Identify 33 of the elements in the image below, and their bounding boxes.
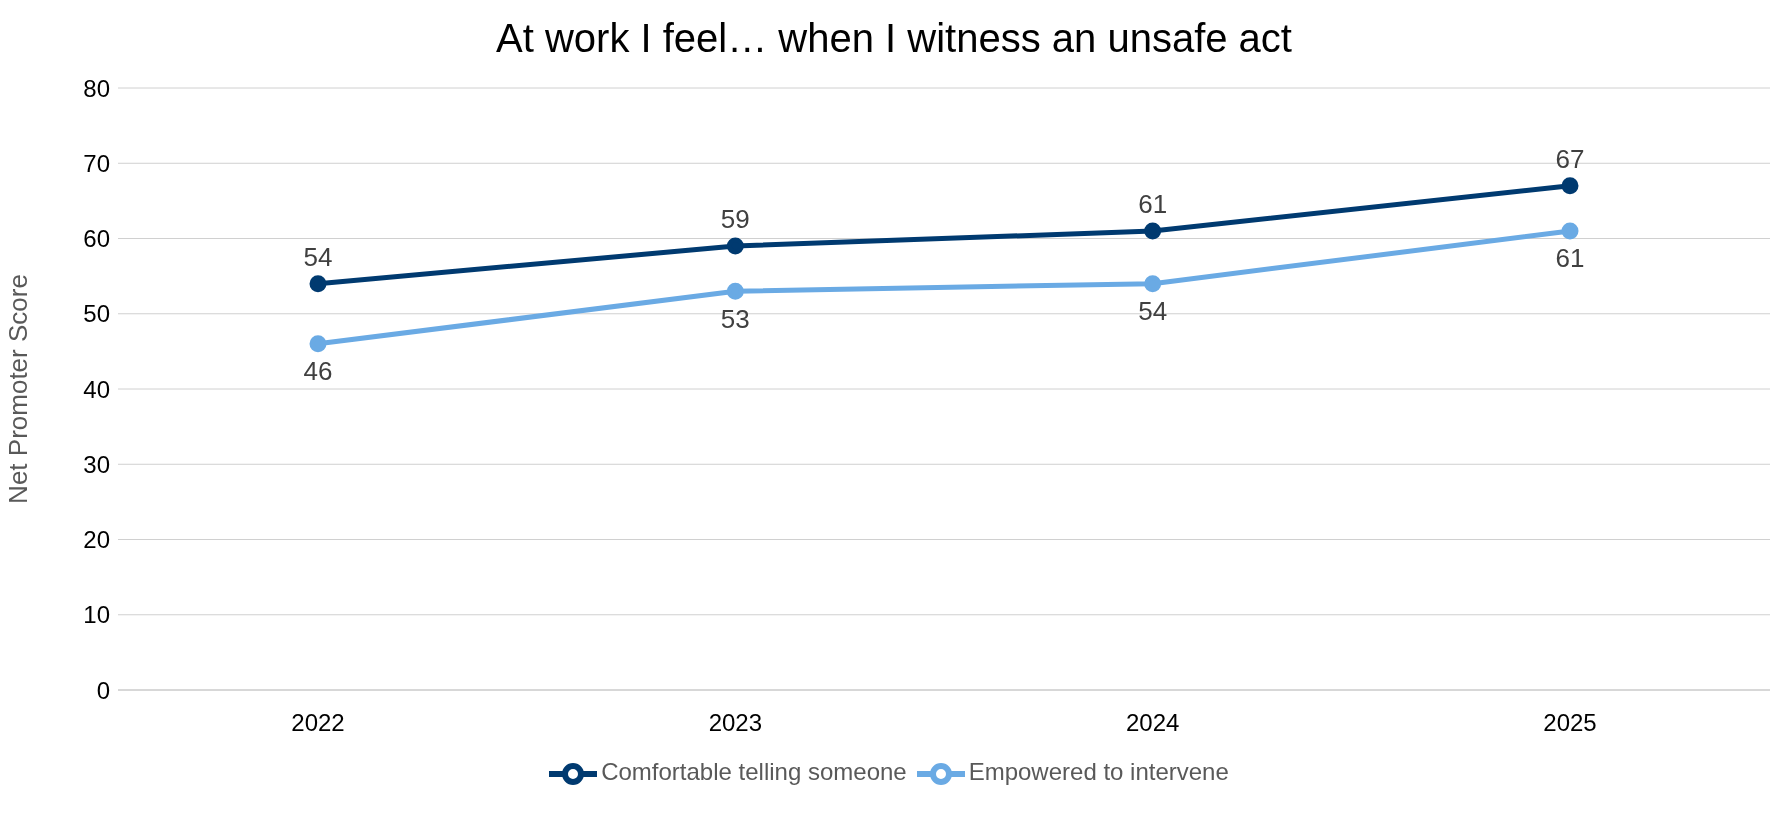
data-label: 59 xyxy=(720,204,750,235)
data-label: 61 xyxy=(1555,243,1585,274)
y-tick-label: 70 xyxy=(83,149,110,177)
point xyxy=(1561,177,1579,195)
data-label: 67 xyxy=(1555,143,1585,174)
data-label: 53 xyxy=(720,303,750,334)
y-tick-label: 10 xyxy=(83,601,110,629)
legend-label: Comfortable telling someone xyxy=(601,758,907,786)
point xyxy=(726,237,744,255)
y-tick-label: 80 xyxy=(83,74,110,102)
point xyxy=(1144,222,1162,240)
y-tick-label: 20 xyxy=(83,526,110,554)
point xyxy=(726,282,744,300)
y-axis-title: Net Promoter Score xyxy=(3,274,34,504)
chart-title: At work I feel… when I witness an unsafe act xyxy=(495,15,1293,62)
x-tick-label: 2023 xyxy=(708,709,763,737)
y-tick-label: 0 xyxy=(96,676,110,704)
point xyxy=(1144,275,1162,293)
y-tick-label: 40 xyxy=(83,375,110,403)
x-tick-label: 2024 xyxy=(1125,709,1180,737)
point xyxy=(309,335,327,353)
y-tick-label: 60 xyxy=(83,225,110,253)
data-label: 54 xyxy=(1138,296,1168,327)
y-tick-label: 50 xyxy=(83,300,110,328)
legend-label: Empowered to intervene xyxy=(968,758,1229,786)
point xyxy=(1561,222,1579,240)
data-label: 61 xyxy=(1138,188,1168,219)
x-tick-label: 2022 xyxy=(291,709,345,737)
y-tick-label: 30 xyxy=(83,450,110,478)
point xyxy=(309,275,327,293)
data-label: 46 xyxy=(303,356,333,387)
data-label: 54 xyxy=(303,241,333,272)
x-tick-label: 2025 xyxy=(1543,709,1597,737)
